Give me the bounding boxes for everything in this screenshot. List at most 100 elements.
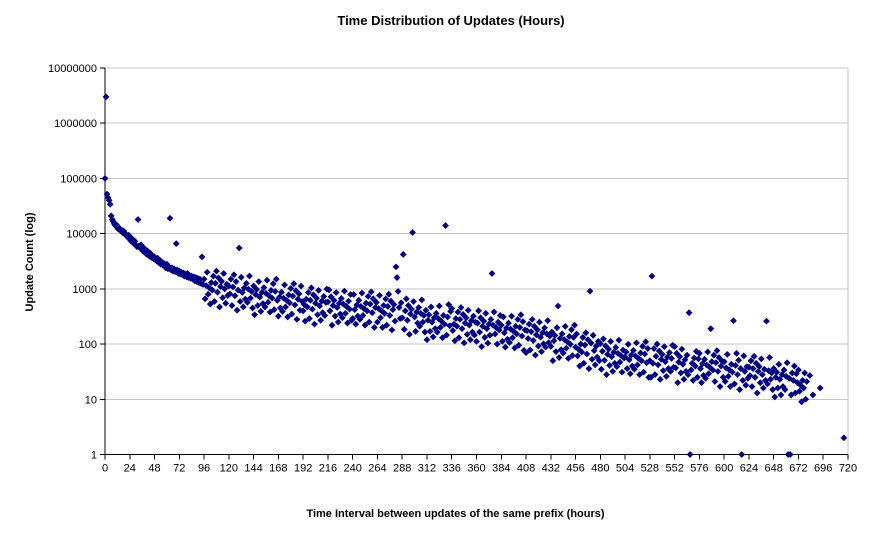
scatter-point xyxy=(622,348,630,356)
scatter-point xyxy=(403,316,411,324)
scatter-point xyxy=(212,279,219,287)
scatter-point xyxy=(264,298,272,306)
scatter-point xyxy=(726,383,734,390)
scatter-point xyxy=(388,326,396,334)
scatter-point xyxy=(251,311,259,319)
scatter-point xyxy=(643,359,651,367)
scatter-point xyxy=(598,347,606,355)
scatter-point xyxy=(352,320,360,328)
scatter-point xyxy=(344,319,351,327)
scatter-point xyxy=(757,355,765,363)
scatter-point xyxy=(400,325,408,333)
scatter-point xyxy=(342,309,349,317)
scatter-point xyxy=(689,376,697,384)
scatter-point xyxy=(741,367,749,375)
scatter-point xyxy=(253,285,261,293)
scatter-point xyxy=(284,313,292,321)
x-tick-label: 0 xyxy=(102,463,108,475)
scatter-point xyxy=(420,312,428,319)
scatter-point xyxy=(816,384,824,392)
scatter-point xyxy=(330,296,338,304)
y-tick-label: 1000 xyxy=(73,284,97,296)
scatter-point xyxy=(585,365,593,372)
scatter-point xyxy=(418,296,426,304)
scatter-point xyxy=(640,368,648,376)
scatter-point xyxy=(321,312,329,319)
scatter-point xyxy=(476,328,483,336)
scatter-point xyxy=(473,337,480,345)
scatter-point xyxy=(723,351,731,358)
scatter-point xyxy=(654,361,662,369)
scatter-point xyxy=(235,244,243,252)
scatter-point xyxy=(442,222,449,229)
scatter-point xyxy=(712,359,720,367)
scatter-point xyxy=(801,369,809,377)
x-tick-label: 648 xyxy=(765,463,783,475)
scatter-point xyxy=(541,324,549,332)
scatter-point xyxy=(358,289,366,297)
scatter-point xyxy=(618,368,626,376)
scatter-point xyxy=(489,321,497,329)
scatter-point xyxy=(436,324,444,331)
scatter-point xyxy=(750,352,758,360)
scatter-point xyxy=(660,343,668,350)
scatter-point xyxy=(658,351,666,358)
scatter-point xyxy=(231,292,239,300)
scatter-point xyxy=(484,339,492,347)
scatter-point xyxy=(245,285,252,293)
scatter-point xyxy=(269,280,277,288)
scatter-point xyxy=(225,282,233,290)
scatter-point xyxy=(542,343,550,351)
scatter-point xyxy=(641,350,649,358)
scatter-point xyxy=(633,339,640,347)
scatter-point xyxy=(423,336,431,344)
scatter-point xyxy=(410,298,417,305)
scatter-point xyxy=(244,298,251,306)
scatter-point xyxy=(367,288,375,296)
scatter-point xyxy=(383,321,391,329)
scatter-point xyxy=(716,383,724,390)
scatter-point xyxy=(490,308,498,316)
scatter-point xyxy=(218,277,226,285)
scatter-point xyxy=(515,341,523,349)
scatter-point xyxy=(781,386,789,393)
scatter-point xyxy=(368,309,376,317)
scatter-point xyxy=(279,308,286,315)
scatter-point xyxy=(486,331,494,339)
scatter-point xyxy=(262,289,270,297)
scatter-point xyxy=(431,325,439,333)
scatter-point xyxy=(332,289,340,296)
scatter-point xyxy=(582,329,590,337)
scatter-point xyxy=(337,295,345,302)
scatter-point xyxy=(140,245,148,252)
scatter-point xyxy=(355,296,363,304)
scatter-point xyxy=(222,299,230,307)
scatter-point xyxy=(454,308,462,316)
scatter-point xyxy=(588,355,596,363)
scatter-point xyxy=(806,372,814,379)
x-tick-label: 192 xyxy=(294,463,312,475)
scatter-point xyxy=(758,371,766,378)
scatter-point xyxy=(678,345,686,353)
y-tick-label: 10000000 xyxy=(48,63,97,75)
scatter-point xyxy=(482,309,490,317)
scatter-point xyxy=(471,331,478,339)
scatter-point xyxy=(248,287,255,295)
scatter-point xyxy=(425,311,433,319)
scatter-point xyxy=(749,365,757,372)
scatter-point xyxy=(389,306,397,314)
scatter-point xyxy=(295,290,303,298)
chart-title: Time Distribution of Updates (Hours) xyxy=(337,13,565,28)
scatter-point xyxy=(215,274,222,282)
x-tick-label: 312 xyxy=(418,463,436,475)
scatter-point xyxy=(717,362,725,370)
scatter-point xyxy=(375,305,382,312)
scatter-point xyxy=(219,294,227,302)
scatter-point xyxy=(101,175,109,182)
scatter-point xyxy=(261,303,269,311)
scatter-point xyxy=(411,313,418,321)
scatter-point xyxy=(386,312,394,319)
scatter-point xyxy=(474,319,481,327)
scatter-point xyxy=(416,322,424,330)
scatter-point xyxy=(220,270,228,277)
